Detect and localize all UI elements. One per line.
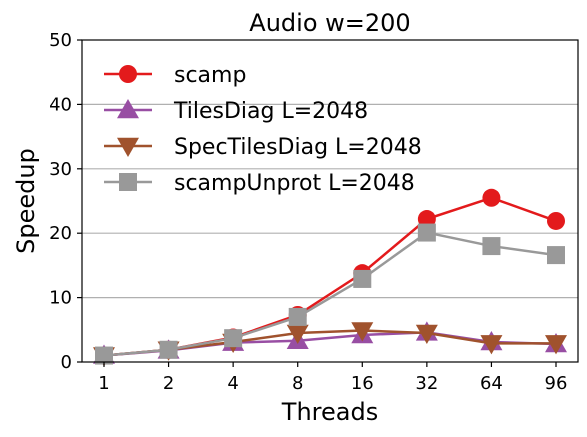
data-point [482, 237, 501, 256]
data-point [351, 322, 374, 342]
chart-title: Audio w=200 [249, 9, 410, 37]
data-point [417, 210, 436, 229]
data-point [159, 340, 178, 359]
legend-label: scampUnprot L=2048 [174, 171, 415, 196]
y-tick-label: 30 [49, 159, 72, 180]
plot-frame [81, 39, 579, 363]
x-tick-label: 96 [545, 373, 568, 394]
series-line [103, 231, 557, 357]
legend-entry: TilesDiag L=2048 [104, 99, 368, 124]
x-tick-label: 4 [227, 373, 238, 394]
legend-label: scamp [174, 63, 246, 88]
data-point [415, 324, 438, 345]
series-group [93, 188, 567, 367]
data-point [224, 329, 243, 348]
x-tick-label: 64 [480, 373, 503, 394]
y-tick-label: 50 [49, 30, 72, 51]
data-point [353, 269, 372, 288]
data-point [482, 188, 501, 207]
data-point [288, 307, 307, 326]
data-point [286, 324, 309, 345]
legend-marker [117, 99, 139, 119]
x-tick-label: 16 [351, 373, 374, 394]
series-3 [95, 223, 565, 365]
data-point [545, 335, 567, 355]
legend-marker [117, 137, 139, 157]
y-tick-label: 40 [49, 94, 72, 115]
legend-label: SpecTilesDiag L=2048 [174, 135, 422, 160]
x-tick-label: 32 [415, 373, 438, 394]
data-point [417, 223, 436, 242]
y-tick-label: 0 [61, 352, 72, 373]
legend-entry: scamp [104, 63, 246, 88]
legend-entry: SpecTilesDiag L=2048 [104, 135, 422, 160]
x-tick-label: 2 [163, 373, 174, 394]
tick-labels: 0 10 20 30 40 50 1 2 4 8 16 32 64 96 [49, 30, 567, 394]
x-tick-label: 8 [292, 373, 303, 394]
legend-entry: scampUnprot L=2048 [104, 171, 415, 196]
x-axis-label: Threads [281, 398, 378, 426]
y-axis-label: Speedup [12, 148, 40, 254]
data-point [547, 246, 565, 265]
x-tick-label: 1 [98, 373, 109, 394]
axes [81, 39, 579, 363]
data-point [95, 346, 113, 365]
y-tick-label: 10 [49, 288, 72, 309]
data-point [547, 211, 565, 230]
y-tick-label: 20 [49, 223, 72, 244]
legend-marker [119, 173, 137, 191]
legend-label: TilesDiag L=2048 [173, 99, 368, 124]
legend: scamp TilesDiag L=2048 SpecTilesDiag L=204… [104, 63, 422, 196]
legend-marker [119, 65, 137, 83]
data-point [480, 335, 503, 355]
